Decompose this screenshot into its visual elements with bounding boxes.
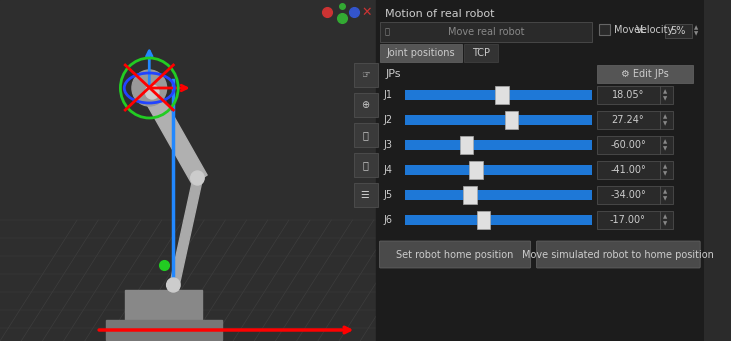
- Text: ⛺: ⛺: [362, 160, 368, 170]
- Text: ▼: ▼: [664, 172, 667, 177]
- Text: Set robot home position: Set robot home position: [396, 250, 513, 260]
- Bar: [660, 161, 673, 179]
- Bar: [599, 24, 610, 35]
- Bar: [380, 22, 592, 42]
- Text: ⛶: ⛶: [362, 130, 368, 140]
- Polygon shape: [169, 180, 202, 290]
- Bar: [664, 24, 692, 38]
- Text: J3: J3: [384, 140, 393, 150]
- Circle shape: [191, 171, 204, 185]
- Text: ▲: ▲: [664, 139, 667, 145]
- Text: -17.00°: -17.00°: [610, 215, 646, 225]
- Bar: [660, 136, 673, 154]
- Text: J4: J4: [384, 165, 393, 175]
- Bar: [597, 186, 660, 204]
- Bar: [106, 320, 221, 340]
- Circle shape: [132, 70, 167, 106]
- Bar: [477, 211, 490, 229]
- Text: ▲: ▲: [664, 214, 667, 220]
- Bar: [460, 136, 473, 154]
- Text: 27.24°: 27.24°: [612, 115, 644, 125]
- Bar: [404, 140, 592, 150]
- Bar: [404, 165, 592, 175]
- Bar: [404, 165, 592, 175]
- Bar: [660, 111, 673, 129]
- Bar: [404, 90, 592, 100]
- Text: Motion of real robot: Motion of real robot: [385, 9, 495, 19]
- Bar: [355, 183, 377, 207]
- Text: ✕: ✕: [362, 5, 372, 18]
- Text: Move simulated robot to home position: Move simulated robot to home position: [523, 250, 714, 260]
- Circle shape: [167, 278, 180, 292]
- Bar: [355, 93, 377, 117]
- Bar: [660, 211, 673, 229]
- Bar: [597, 161, 660, 179]
- Text: ⊕: ⊕: [361, 100, 369, 110]
- Bar: [125, 290, 202, 330]
- Text: -41.00°: -41.00°: [610, 165, 645, 175]
- Bar: [404, 190, 592, 200]
- Text: 18.05°: 18.05°: [612, 90, 644, 100]
- Text: -34.00°: -34.00°: [610, 190, 645, 200]
- Bar: [0, 0, 376, 341]
- Text: MoveL: MoveL: [615, 25, 646, 35]
- Bar: [404, 215, 592, 225]
- Text: J1: J1: [384, 90, 393, 100]
- Circle shape: [145, 85, 159, 99]
- Bar: [597, 111, 660, 129]
- Bar: [404, 190, 592, 200]
- Text: 📋: 📋: [385, 28, 390, 36]
- Bar: [505, 111, 518, 129]
- Text: Joint positions: Joint positions: [387, 48, 455, 58]
- Bar: [660, 86, 673, 104]
- Bar: [469, 161, 482, 179]
- Text: J6: J6: [384, 215, 393, 225]
- Bar: [355, 153, 377, 177]
- Bar: [660, 186, 673, 204]
- Text: Velocity: Velocity: [636, 25, 674, 35]
- Bar: [404, 215, 592, 225]
- Bar: [355, 123, 377, 147]
- Bar: [597, 86, 660, 104]
- Text: J2: J2: [384, 115, 393, 125]
- Bar: [597, 65, 694, 83]
- Text: ▲: ▲: [664, 190, 667, 194]
- Text: ▲: ▲: [664, 115, 667, 119]
- Text: ▲: ▲: [664, 164, 667, 169]
- Text: ▼: ▼: [664, 121, 667, 127]
- Text: ▼: ▼: [664, 222, 667, 226]
- Text: ▼: ▼: [664, 147, 667, 151]
- Bar: [404, 140, 592, 150]
- Text: Move real robot: Move real robot: [448, 27, 525, 37]
- Bar: [404, 115, 592, 125]
- Text: ▼: ▼: [664, 97, 667, 102]
- Text: -60.00°: -60.00°: [610, 140, 645, 150]
- Bar: [404, 115, 592, 125]
- Bar: [355, 63, 377, 87]
- Bar: [464, 44, 498, 62]
- Text: ▼: ▼: [664, 196, 667, 202]
- Bar: [597, 211, 660, 229]
- Text: 5%: 5%: [670, 26, 686, 36]
- Bar: [496, 86, 509, 104]
- Bar: [404, 90, 592, 100]
- FancyBboxPatch shape: [379, 241, 531, 268]
- Text: ▼: ▼: [694, 31, 698, 36]
- Text: ☞: ☞: [360, 70, 369, 80]
- Bar: [376, 0, 704, 341]
- Text: TCP: TCP: [471, 48, 490, 58]
- Polygon shape: [145, 90, 207, 185]
- Bar: [380, 44, 462, 62]
- Text: ☰: ☰: [360, 190, 369, 200]
- Text: ▲: ▲: [664, 89, 667, 94]
- Text: JPs: JPs: [385, 69, 401, 79]
- FancyBboxPatch shape: [537, 241, 700, 268]
- Text: ▲: ▲: [694, 26, 698, 30]
- Bar: [463, 186, 477, 204]
- Bar: [597, 136, 660, 154]
- Text: J5: J5: [384, 190, 393, 200]
- Text: ⚙ Edit JPs: ⚙ Edit JPs: [621, 69, 669, 79]
